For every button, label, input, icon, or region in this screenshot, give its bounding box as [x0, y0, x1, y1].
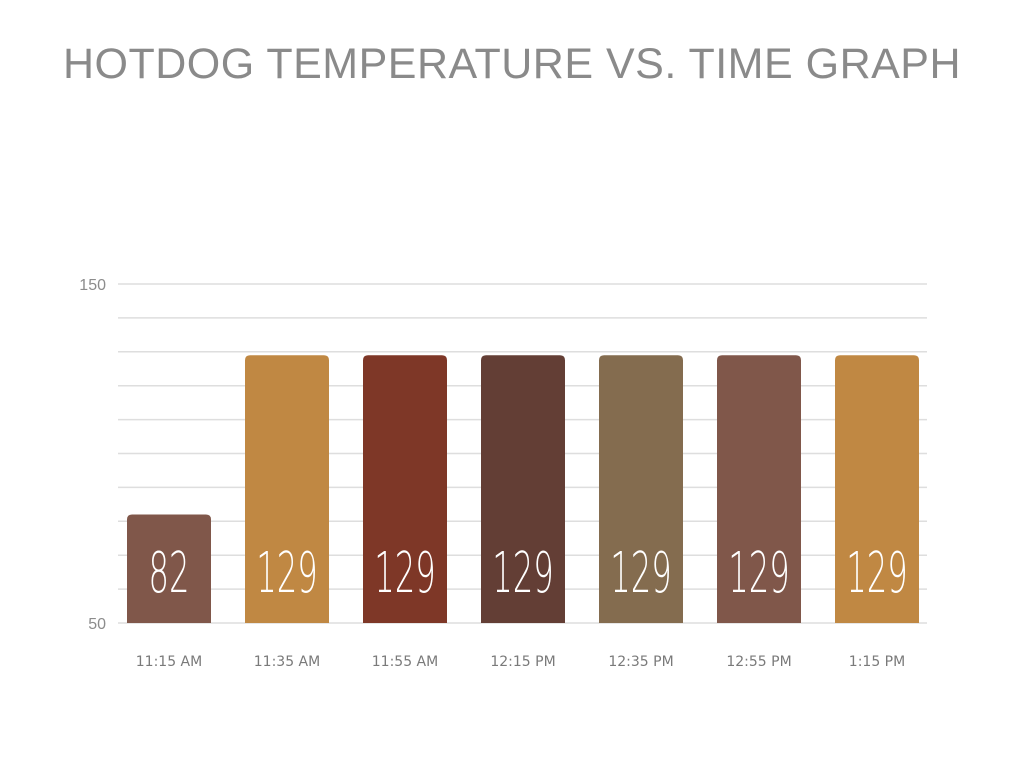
y-tick-label: 150	[79, 277, 106, 294]
chart-title: HOTDOG TEMPERATURE VS. TIME GRAPH	[62, 40, 962, 88]
x-tick-label: 1:15 PM	[849, 654, 905, 670]
x-tick-label: 12:55 PM	[726, 654, 791, 670]
bar	[599, 355, 683, 623]
x-tick-label: 12:35 PM	[608, 654, 673, 670]
bar-value-label: 129	[256, 540, 318, 605]
bar-value-label: 129	[374, 540, 436, 605]
bar-value-label: 129	[610, 540, 672, 605]
bar	[245, 355, 329, 623]
bar-value-label: 129	[492, 540, 554, 605]
y-tick-label: 50	[88, 616, 106, 633]
bar	[835, 355, 919, 623]
x-tick-label: 11:55 AM	[372, 654, 438, 670]
bar-value-label: 129	[728, 540, 790, 605]
x-tick-label: 12:15 PM	[490, 654, 555, 670]
bar-value-label: 129	[846, 540, 908, 605]
bar-value-label: 82	[148, 540, 189, 605]
bar	[717, 355, 801, 623]
x-tick-label: 11:15 AM	[136, 654, 202, 670]
bar	[363, 355, 447, 623]
bar	[127, 514, 211, 623]
x-tick-label: 11:35 AM	[254, 654, 320, 670]
bar	[481, 355, 565, 623]
